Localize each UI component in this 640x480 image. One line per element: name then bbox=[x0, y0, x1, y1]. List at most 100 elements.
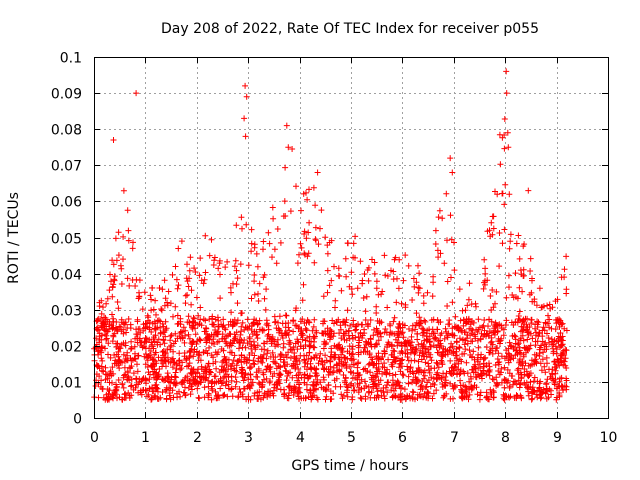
data-point bbox=[228, 385, 235, 392]
data-point bbox=[558, 374, 565, 381]
data-point bbox=[95, 315, 102, 322]
data-point bbox=[271, 338, 278, 345]
data-point bbox=[253, 332, 260, 339]
data-point bbox=[507, 238, 514, 245]
data-point bbox=[125, 227, 132, 234]
data-point bbox=[404, 363, 411, 370]
data-point bbox=[222, 264, 229, 271]
data-point bbox=[246, 352, 253, 358]
data-point bbox=[311, 259, 318, 266]
data-point bbox=[379, 288, 386, 295]
data-point bbox=[395, 379, 402, 386]
data-point bbox=[311, 344, 318, 351]
data-point bbox=[290, 392, 297, 398]
data-point bbox=[274, 382, 281, 389]
data-point bbox=[198, 277, 205, 284]
data-point bbox=[115, 305, 122, 312]
data-point bbox=[434, 360, 441, 367]
data-point bbox=[134, 368, 141, 375]
data-point bbox=[456, 286, 463, 293]
data-point bbox=[308, 338, 315, 345]
data-point bbox=[531, 351, 538, 358]
data-point bbox=[182, 374, 189, 381]
data-point bbox=[340, 330, 347, 337]
data-point bbox=[473, 303, 479, 310]
data-point bbox=[153, 384, 160, 391]
data-point bbox=[371, 270, 378, 277]
data-point bbox=[164, 346, 171, 353]
data-point bbox=[492, 300, 498, 307]
data-point bbox=[270, 215, 277, 222]
data-point bbox=[324, 330, 331, 337]
data-point bbox=[328, 345, 335, 352]
data-point bbox=[540, 349, 547, 356]
data-point bbox=[395, 339, 402, 346]
data-point bbox=[227, 349, 234, 356]
data-point bbox=[260, 394, 267, 401]
data-point bbox=[506, 245, 513, 252]
data-point bbox=[251, 272, 258, 278]
data-point bbox=[304, 196, 311, 203]
data-point bbox=[241, 115, 248, 122]
data-point bbox=[122, 390, 129, 397]
data-point bbox=[520, 316, 527, 323]
data-point bbox=[548, 391, 555, 398]
data-point bbox=[381, 350, 388, 357]
y-tick-label: 0.1 bbox=[60, 51, 82, 67]
data-point bbox=[456, 371, 463, 378]
data-point bbox=[552, 343, 559, 350]
data-point bbox=[212, 388, 219, 395]
data-point bbox=[271, 313, 278, 320]
data-point bbox=[392, 385, 399, 392]
data-point bbox=[373, 285, 380, 292]
data-point bbox=[335, 272, 342, 279]
data-point bbox=[186, 335, 193, 342]
data-point bbox=[259, 383, 266, 390]
data-point bbox=[424, 388, 431, 395]
data-point bbox=[312, 237, 319, 244]
data-point bbox=[486, 227, 493, 234]
data-point bbox=[402, 252, 409, 259]
data-point bbox=[233, 267, 240, 274]
data-point bbox=[186, 360, 193, 367]
data-point bbox=[170, 348, 177, 355]
data-point bbox=[417, 320, 424, 327]
data-point bbox=[390, 276, 397, 283]
data-point bbox=[209, 385, 216, 392]
data-point bbox=[314, 169, 321, 176]
data-point bbox=[279, 320, 286, 327]
data-point bbox=[528, 396, 535, 403]
data-point bbox=[331, 263, 337, 270]
data-point bbox=[254, 321, 261, 328]
data-point bbox=[446, 347, 453, 354]
data-point bbox=[245, 262, 252, 269]
data-point bbox=[558, 274, 565, 281]
data-point bbox=[129, 245, 136, 252]
data-point bbox=[535, 333, 542, 340]
data-point bbox=[135, 389, 142, 396]
data-point bbox=[391, 348, 398, 355]
data-point bbox=[295, 339, 302, 346]
data-point bbox=[480, 285, 487, 292]
data-point bbox=[310, 333, 317, 340]
data-point bbox=[539, 356, 546, 363]
data-point bbox=[120, 384, 127, 391]
data-point bbox=[418, 356, 425, 363]
data-point bbox=[105, 340, 112, 347]
data-point bbox=[283, 368, 290, 375]
data-point bbox=[561, 358, 568, 365]
data-point bbox=[505, 345, 512, 352]
data-point bbox=[295, 381, 302, 388]
data-point bbox=[344, 240, 351, 247]
data-point bbox=[206, 368, 213, 375]
data-point bbox=[197, 255, 204, 262]
data-point bbox=[301, 379, 308, 386]
data-point bbox=[338, 345, 344, 352]
data-point bbox=[205, 377, 212, 384]
data-point bbox=[159, 286, 166, 293]
data-point bbox=[328, 277, 335, 284]
data-point bbox=[254, 374, 261, 380]
data-point bbox=[291, 350, 298, 356]
data-point bbox=[432, 227, 439, 234]
data-point bbox=[551, 380, 558, 386]
